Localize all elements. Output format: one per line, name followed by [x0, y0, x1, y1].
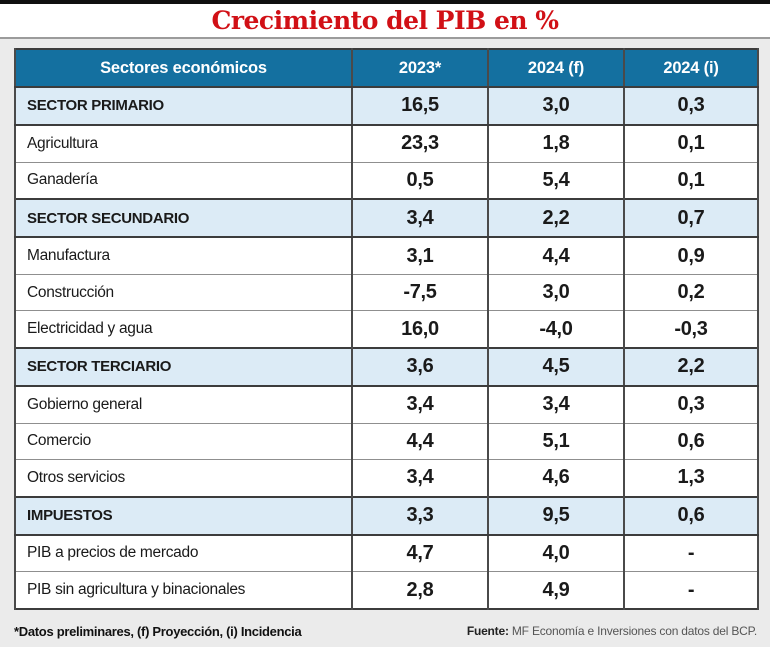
row-value: 3,1 — [351, 236, 489, 275]
column-header-2024i: 2024 (i) — [623, 49, 759, 88]
table-header-row: Sectores económicos 2023* 2024 (f) 2024 … — [14, 49, 759, 88]
table-body: SECTOR PRIMARIO 16,5 3,0 0,3 Agricultura 23,3… — [14, 86, 759, 610]
row-value: 0,3 — [623, 86, 759, 126]
table-row: Comercio 4,4 5,1 0,6 — [14, 422, 759, 460]
row-value: 3,4 — [351, 458, 489, 498]
row-value: 9,5 — [487, 495, 625, 536]
row-value: -4,0 — [487, 310, 625, 349]
table-row: SECTOR TERCIARIO 3,6 4,5 2,2 — [14, 346, 759, 387]
row-value: 3,0 — [487, 273, 625, 312]
column-header-2024f: 2024 (f) — [487, 49, 625, 88]
row-value: 0,7 — [623, 198, 759, 239]
table-row: Construcción -7,5 3,0 0,2 — [14, 273, 759, 312]
title-strip: Crecimiento del PIB en % — [0, 4, 770, 39]
row-label: PIB sin agricultura y binacionales — [14, 571, 353, 610]
row-label: Agricultura — [14, 124, 353, 163]
row-value: 23,3 — [351, 124, 489, 163]
row-value: 3,4 — [351, 198, 489, 239]
row-value: 0,6 — [623, 495, 759, 536]
table-row: Agricultura 23,3 1,8 0,1 — [14, 124, 759, 163]
column-header-sectors: Sectores económicos — [14, 49, 353, 88]
gdp-growth-table: Sectores económicos 2023* 2024 (f) 2024 … — [14, 48, 759, 610]
source-text: MF Economía e Inversiones con datos del … — [508, 624, 757, 638]
row-value: 1,8 — [487, 124, 625, 163]
table-row: PIB sin agricultura y binacionales 2,8 4,9… — [14, 571, 759, 610]
table-row: SECTOR SECUNDARIO 3,4 2,2 0,7 — [14, 198, 759, 239]
row-value: 4,7 — [351, 534, 489, 573]
row-value: 3,0 — [487, 86, 625, 126]
table-row: Electricidad y agua 16,0 -4,0 -0,3 — [14, 310, 759, 349]
row-label: IMPUESTOS — [14, 495, 353, 536]
row-value: -7,5 — [351, 273, 489, 312]
table-row: Otros servicios 3,4 4,6 1,3 — [14, 458, 759, 498]
table-row: IMPUESTOS 3,3 9,5 0,6 — [14, 495, 759, 536]
row-label: PIB a precios de mercado — [14, 534, 353, 573]
row-value: 2,8 — [351, 571, 489, 610]
source-line: Fuente: MF Economía e Inversiones con da… — [467, 624, 757, 638]
row-label: Comercio — [14, 422, 353, 460]
column-header-2023: 2023* — [351, 49, 489, 88]
top-black-bar — [0, 0, 770, 4]
row-value: 1,3 — [623, 458, 759, 498]
footnote: *Datos preliminares, (f) Proyección, (i)… — [14, 623, 302, 639]
row-value: 4,4 — [487, 236, 625, 275]
row-label: Ganadería — [14, 161, 353, 200]
row-value: 4,5 — [487, 346, 625, 387]
row-label: Manufactura — [14, 236, 353, 275]
row-value: 3,6 — [351, 346, 489, 387]
page-title: Crecimiento del PIB en % — [211, 6, 559, 35]
row-label: Otros servicios — [14, 458, 353, 498]
footer: *Datos preliminares, (f) Proyección, (i)… — [14, 619, 757, 643]
row-label: SECTOR PRIMARIO — [14, 86, 353, 126]
row-value: - — [623, 534, 759, 573]
source-label: Fuente: — [466, 624, 509, 638]
row-label: Gobierno general — [14, 385, 353, 424]
row-label: SECTOR SECUNDARIO — [14, 198, 353, 239]
row-value: -0,3 — [623, 310, 759, 349]
row-value: 4,9 — [487, 571, 625, 610]
row-value: 4,6 — [487, 458, 625, 498]
row-value: 0,3 — [623, 385, 759, 424]
row-value: 0,1 — [623, 124, 759, 163]
row-value: 3,4 — [351, 385, 489, 424]
table-row: PIB a precios de mercado 4,7 4,0- — [14, 534, 759, 573]
table-row: Manufactura 3,1 4,4 0,9 — [14, 236, 759, 275]
row-value: 0,5 — [351, 161, 489, 200]
row-value: 4,0 — [487, 534, 625, 573]
row-value: 0,1 — [623, 161, 759, 200]
row-value: 5,4 — [487, 161, 625, 200]
row-value: 0,6 — [623, 422, 759, 460]
row-value: 0,2 — [623, 273, 759, 312]
row-value: 2,2 — [623, 346, 759, 387]
table-row: Gobierno general 3,4 3,4 0,3 — [14, 385, 759, 424]
row-value: 4,4 — [351, 422, 489, 460]
row-value: 16,5 — [351, 86, 489, 126]
row-value: 3,3 — [351, 495, 489, 536]
table-row: Ganadería 0,5 5,4 0,1 — [14, 161, 759, 200]
row-label: Construcción — [14, 273, 353, 312]
row-label: SECTOR TERCIARIO — [14, 346, 353, 387]
row-value: 16,0 — [351, 310, 489, 349]
row-value: 5,1 — [487, 422, 625, 460]
row-value: 0,9 — [623, 236, 759, 275]
row-label: Electricidad y agua — [14, 310, 353, 349]
table-row: SECTOR PRIMARIO 16,5 3,0 0,3 — [14, 86, 759, 126]
row-value: 3,4 — [487, 385, 625, 424]
row-value: - — [623, 571, 759, 610]
row-value: 2,2 — [487, 198, 625, 239]
